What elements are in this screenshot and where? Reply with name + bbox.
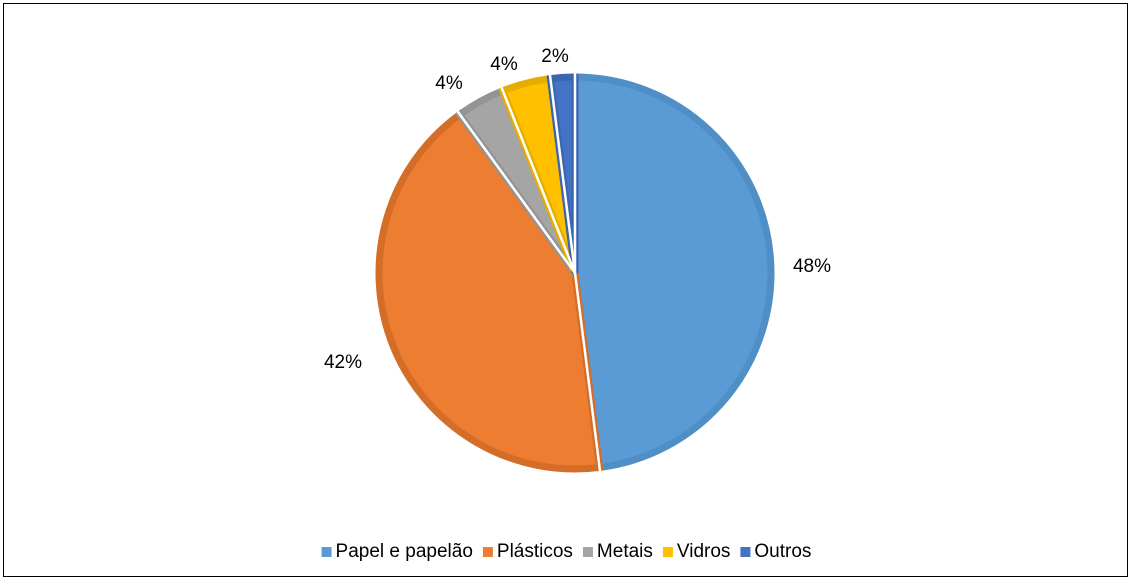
data-label-outros: 2% (541, 46, 569, 67)
data-label-papel-e-papelao: 48% (793, 256, 831, 277)
data-label-vidros: 4% (490, 54, 518, 75)
pie-slices (375, 73, 775, 473)
slice-separator (500, 86, 577, 274)
chart-frame: 48% 42% 4% 4% 2% Papel e papelão Plásticos Met… (3, 3, 1128, 577)
data-label-metais: 4% (435, 73, 463, 94)
legend-item-papel-e-papelao: Papel e papelão (321, 541, 473, 562)
legend-swatch-outros (740, 547, 751, 557)
legend-label-plasticos: Plásticos (497, 541, 573, 562)
legend-item-vidros: Vidros (662, 541, 731, 562)
slice-separator (548, 74, 577, 274)
legend-item-metais: Metais (582, 541, 653, 562)
legend-label-papel-e-papelao: Papel e papelão (336, 541, 473, 562)
legend-swatch-vidros (662, 547, 673, 557)
data-label-plasticos: 42% (324, 352, 362, 373)
legend-swatch-metais (582, 547, 593, 557)
legend-label-vidros: Vidros (677, 541, 731, 562)
legend-label-metais: Metais (597, 541, 653, 562)
pie-chart: 48% 42% 4% 4% 2% Papel e papelão Plásticos Met… (321, 46, 831, 562)
legend-swatch-plasticos (482, 547, 493, 557)
legend-label-outros: Outros (754, 541, 811, 562)
slice-separator (456, 110, 577, 274)
legend-item-plasticos: Plásticos (482, 541, 573, 562)
slice-separator (573, 272, 602, 472)
data-labels: 48% 42% 4% 4% 2% (324, 46, 831, 373)
pie-slice-papel-e-papelao (571, 73, 775, 472)
legend-swatch-papel-e-papelao (321, 547, 332, 557)
legend-item-outros: Outros (740, 541, 811, 562)
pie-slice-plasticos (375, 109, 604, 473)
legend: Papel e papelão Plásticos Metais Vidros Outr… (321, 541, 811, 562)
